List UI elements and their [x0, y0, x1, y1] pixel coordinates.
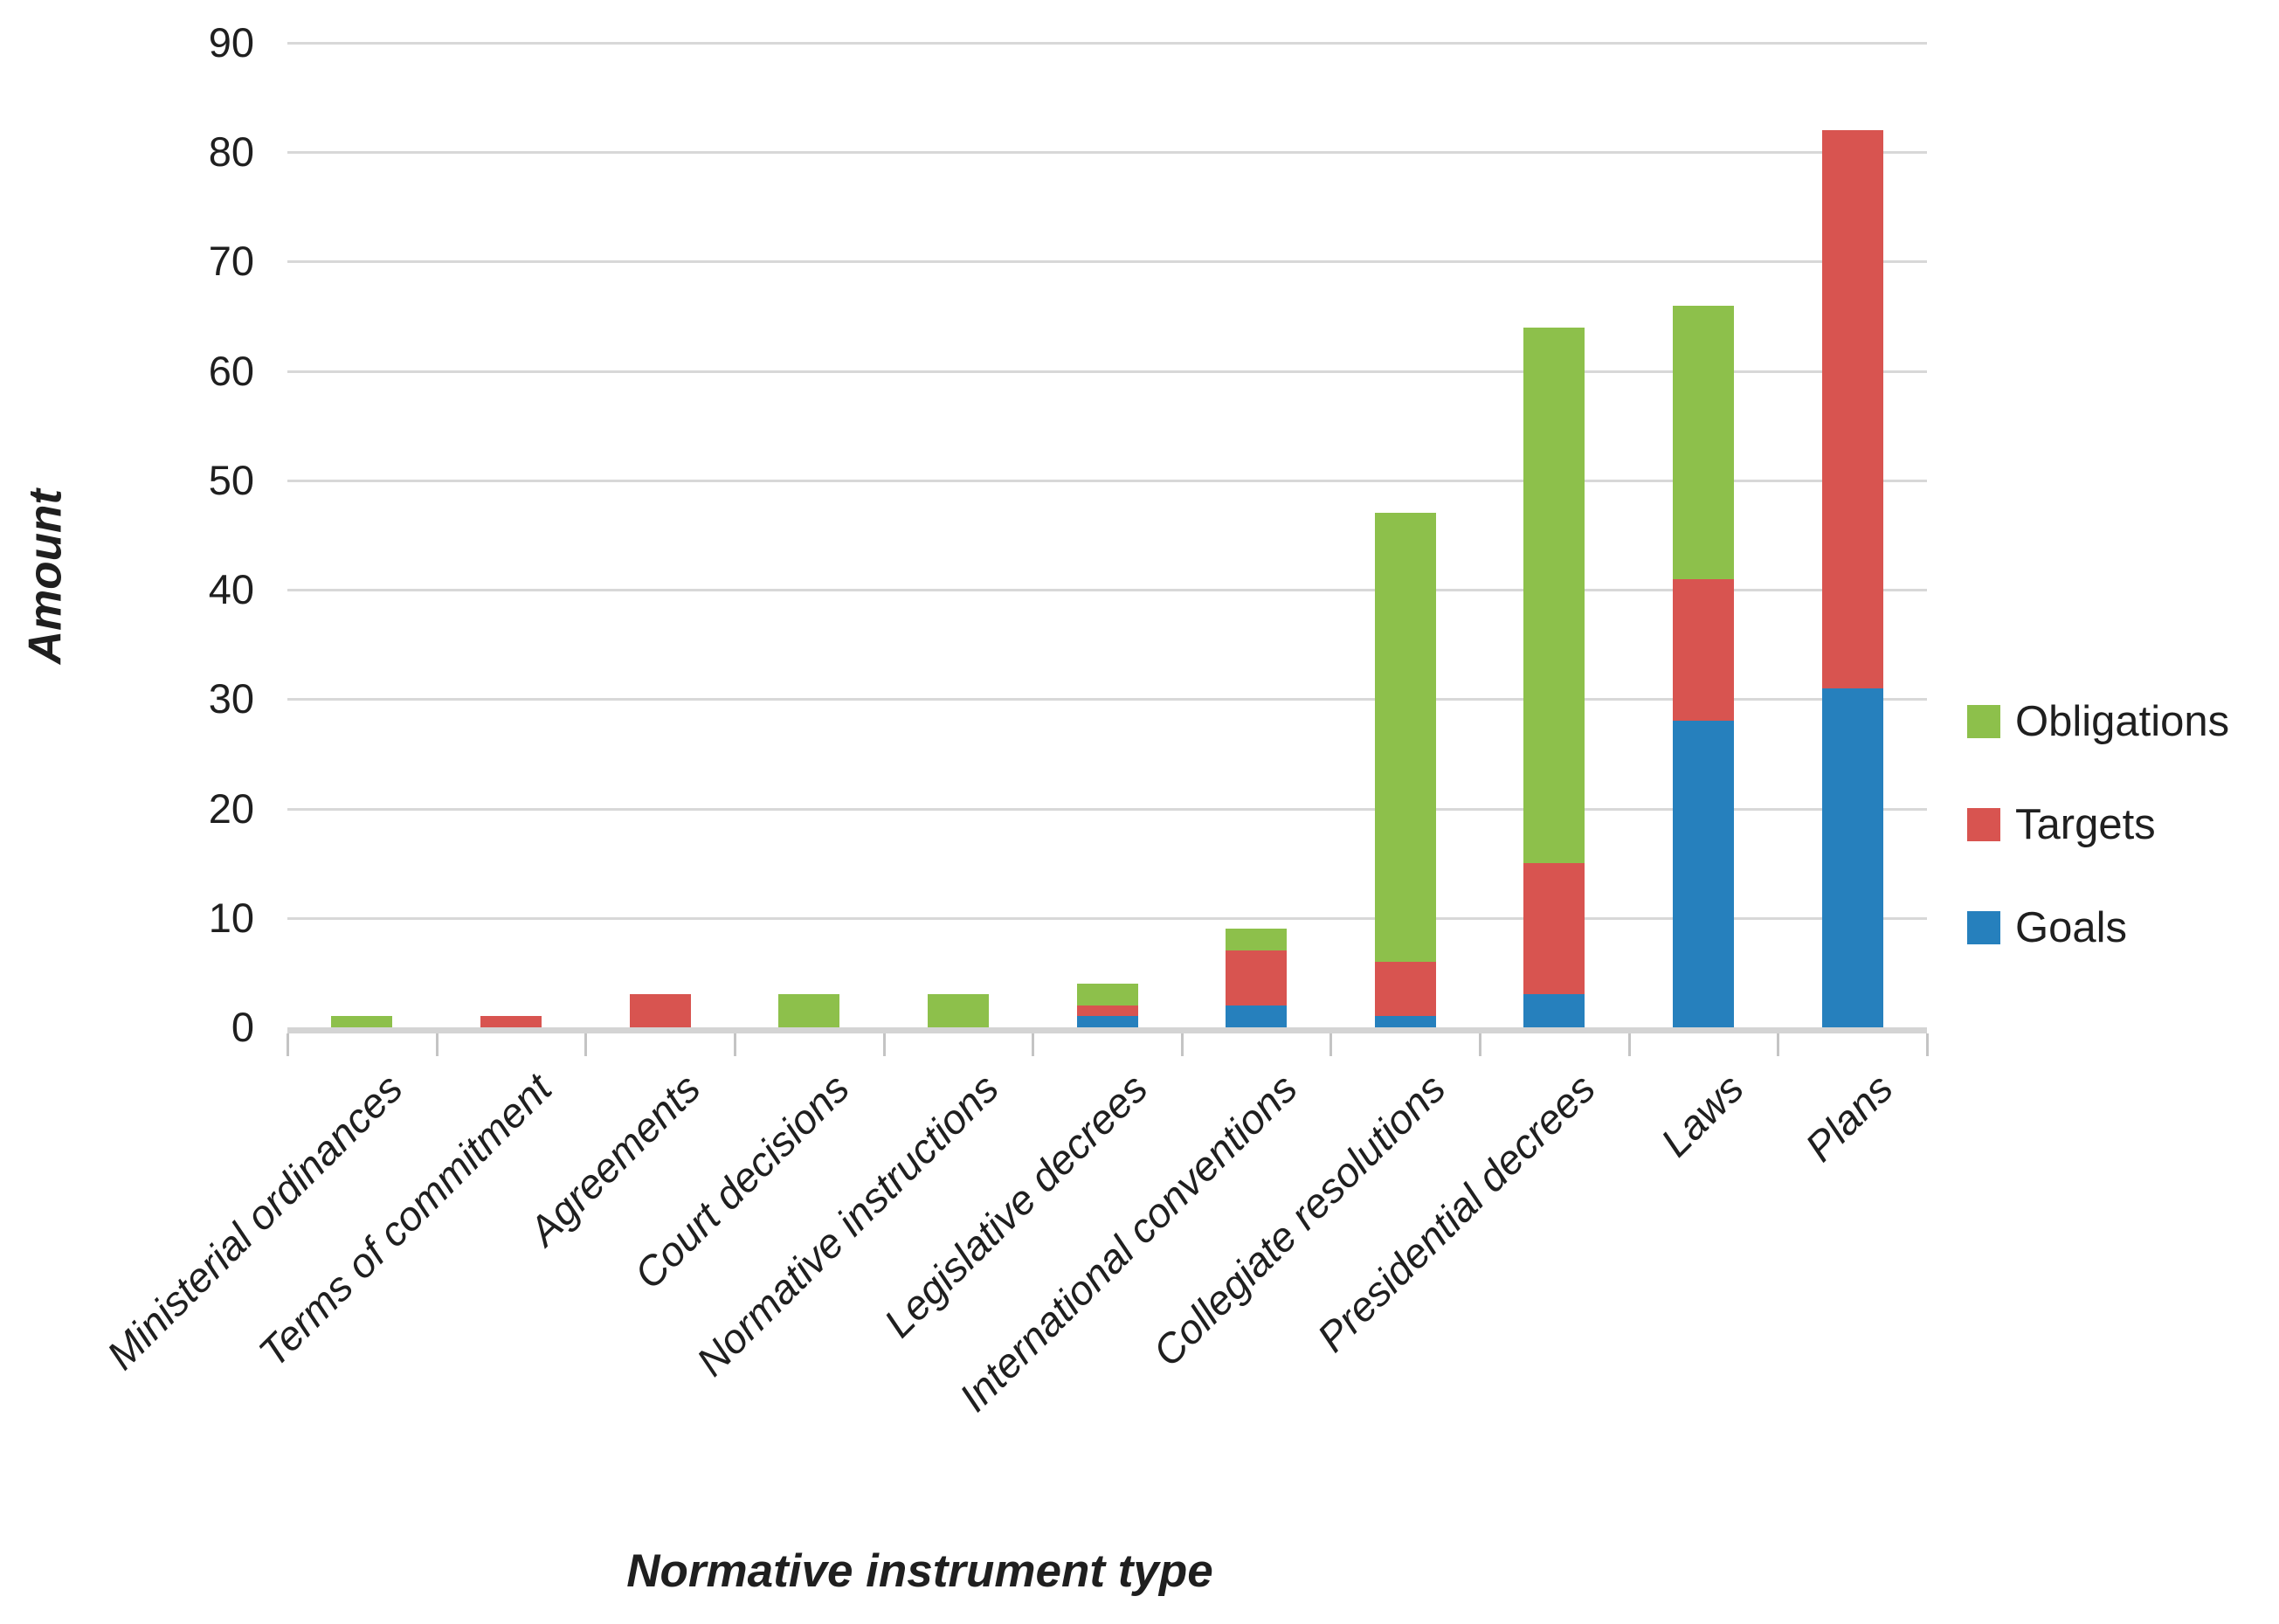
x-axis-tick: [1777, 1033, 1780, 1056]
bar-laws-targets-segment: [1673, 578, 1735, 722]
gridline-40: [287, 589, 1927, 592]
x-axis-tick: [1180, 1033, 1184, 1056]
x-category-label-collegiate-resolutions: Collegiate resolutions: [1143, 1064, 1454, 1375]
x-category-label-normative-instructions: Normative instructions: [687, 1064, 1008, 1385]
bar-laws-goals-segment: [1673, 721, 1735, 1027]
x-axis-tick: [1627, 1033, 1631, 1056]
y-tick-label-50: 50: [208, 456, 254, 503]
legend-label-obligations: Obligations: [2015, 698, 2230, 745]
y-tick-label-20: 20: [208, 784, 254, 832]
bar-collegiate-resolutions-targets-segment: [1374, 961, 1436, 1017]
x-category-label-presidential-decrees: Presidential decrees: [1308, 1064, 1604, 1361]
bar-legislative-decrees-goals-segment: [1076, 1016, 1138, 1027]
gridline-90: [287, 42, 1927, 45]
bar-plans-goals-segment: [1821, 688, 1883, 1027]
bar-laws-obligations-segment: [1673, 305, 1735, 579]
bar-ministerial-ordinances-obligations-segment: [331, 1016, 393, 1027]
gridline-60: [287, 370, 1927, 373]
bar-legislative-decrees-obligations-segment: [1076, 983, 1138, 1005]
bar-terms-of-commitment-targets-segment: [480, 1016, 542, 1027]
gridline-80: [287, 151, 1927, 155]
x-category-label-terms-of-commitment: Terms of commitment: [249, 1064, 561, 1376]
legend-label-goals: Goals: [2015, 904, 2128, 951]
x-axis-tick: [882, 1033, 886, 1056]
x-category-label-ministerial-ordinances: Ministerial ordinances: [97, 1064, 411, 1379]
legend-item-goals: Goals: [1967, 903, 2127, 952]
y-tick-label-0: 0: [231, 1004, 254, 1050]
bar-presidential-decrees-goals-segment: [1523, 994, 1585, 1027]
y-tick-label-80: 80: [208, 128, 254, 176]
y-tick-label-40: 40: [208, 566, 254, 613]
legend-item-targets: Targets: [1967, 800, 2156, 849]
y-tick-label-70: 70: [208, 238, 254, 285]
y-tick-label-90: 90: [208, 19, 254, 66]
x-axis-line: [287, 1027, 1927, 1033]
bar-agreements-targets-segment: [629, 994, 691, 1027]
bar-international-conventions-obligations-segment: [1226, 929, 1288, 951]
y-tick-label-60: 60: [208, 347, 254, 394]
x-category-label-legislative-decrees: Legislative decrees: [874, 1064, 1157, 1346]
bar-collegiate-resolutions-obligations-segment: [1374, 513, 1436, 962]
x-axis-tick: [1329, 1033, 1333, 1056]
x-axis-tick: [1032, 1033, 1035, 1056]
bar-plans-targets-segment: [1821, 130, 1883, 688]
x-axis-tick: [1926, 1033, 1929, 1056]
gridline-30: [287, 698, 1927, 701]
x-category-label-plans: Plans: [1796, 1064, 1902, 1171]
legend-item-obligations: Obligations: [1967, 697, 2229, 746]
bar-international-conventions-targets-segment: [1226, 950, 1288, 1005]
x-category-label-laws: Laws: [1652, 1064, 1753, 1165]
gridline-50: [287, 479, 1927, 482]
legend-label-targets: Targets: [2015, 801, 2156, 848]
gridline-20: [287, 807, 1927, 811]
legend-swatch-obligations: [1967, 705, 2000, 738]
x-axis-tick: [733, 1033, 736, 1056]
x-axis-tick: [435, 1033, 439, 1056]
x-axis-tick: [584, 1033, 588, 1056]
bar-court-decisions-obligations-segment: [778, 994, 840, 1027]
bar-presidential-decrees-targets-segment: [1523, 863, 1585, 995]
x-axis-title: Normative instrument type: [626, 1545, 1213, 1597]
x-axis-tick: [287, 1033, 289, 1056]
y-tick-label-10: 10: [208, 894, 254, 941]
bar-international-conventions-goals-segment: [1226, 1005, 1288, 1027]
gridline-70: [287, 260, 1927, 264]
bar-legislative-decrees-targets-segment: [1076, 1005, 1138, 1017]
x-axis-tick: [1479, 1033, 1482, 1056]
legend-swatch-goals: [1967, 911, 2000, 944]
gridline-10: [287, 916, 1927, 920]
bar-collegiate-resolutions-goals-segment: [1374, 1016, 1436, 1027]
y-tick-label-30: 30: [208, 675, 254, 722]
legend-swatch-targets: [1967, 808, 2000, 841]
bar-normative-instructions-obligations-segment: [927, 994, 989, 1027]
bar-presidential-decrees-obligations-segment: [1523, 327, 1585, 864]
